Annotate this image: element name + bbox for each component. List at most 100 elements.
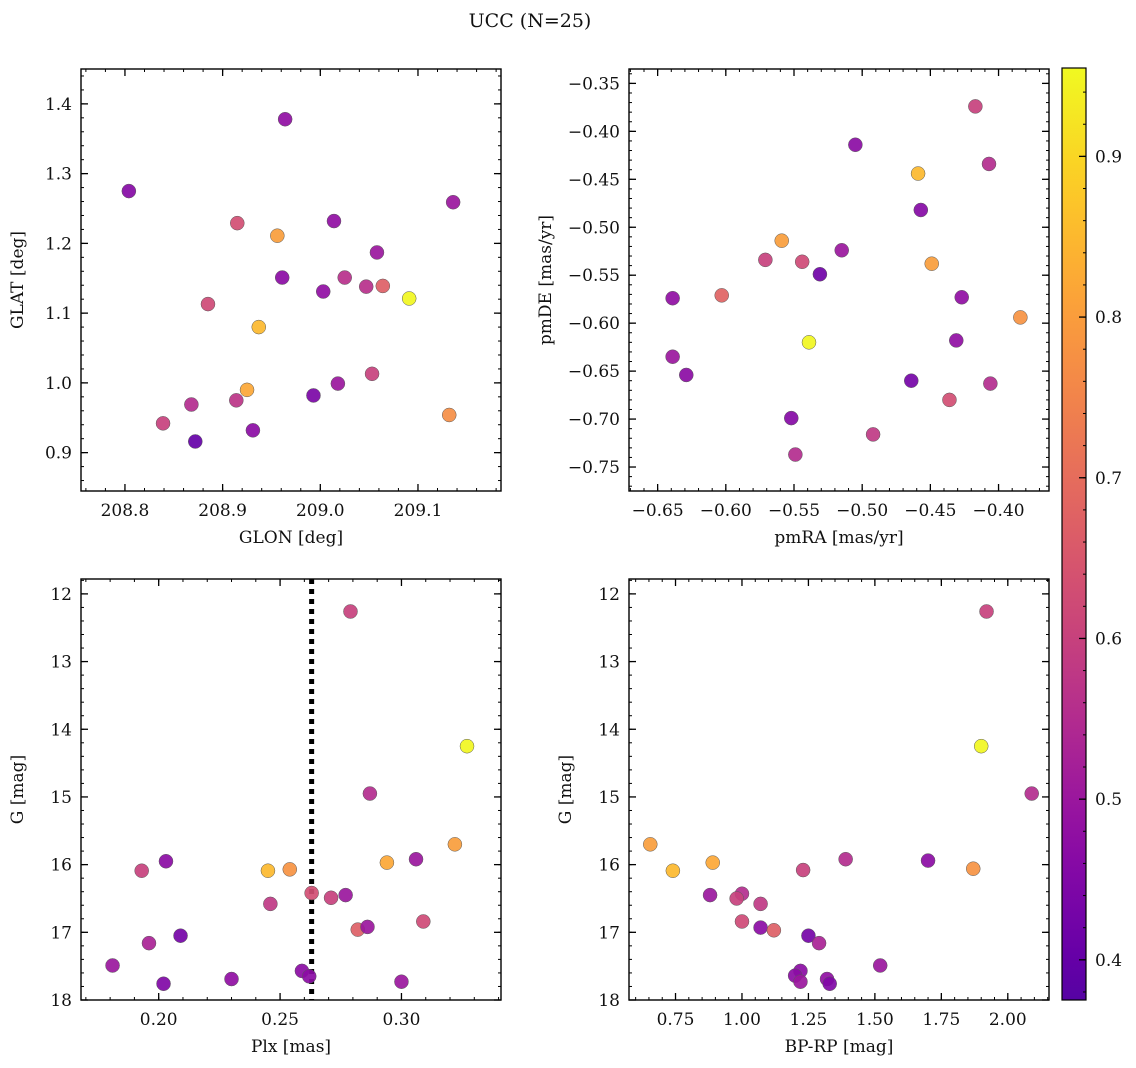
y-axis-label: pmDE [mas/yr] xyxy=(536,215,556,345)
y-tick-label: −0.70 xyxy=(568,410,620,430)
scatter-point xyxy=(337,270,352,285)
scatter-point xyxy=(338,887,353,903)
scatter-point xyxy=(445,194,461,210)
x-axis-label: Plx [mas] xyxy=(251,1037,331,1057)
scatter-point xyxy=(788,447,803,462)
scatter-point xyxy=(274,270,290,285)
scatter-point xyxy=(910,166,926,181)
scatter-point xyxy=(924,256,939,271)
axes-frame xyxy=(628,578,1050,1001)
scatter-point xyxy=(105,958,120,973)
scatter-point xyxy=(665,349,680,364)
scatter-point xyxy=(758,252,773,268)
scatter-point xyxy=(801,928,816,943)
scatter-point xyxy=(834,243,849,258)
scatter-point xyxy=(979,604,994,619)
colorbar-tick-label: 0.6 xyxy=(1095,629,1122,649)
y-tick-label: −0.50 xyxy=(568,218,620,238)
scatter-point xyxy=(158,853,174,869)
scatter-point xyxy=(173,928,188,943)
scatter-point xyxy=(306,388,321,403)
scatter-point xyxy=(848,137,863,153)
scatter-point xyxy=(838,851,853,867)
scatter-point xyxy=(812,266,828,282)
scatter-point xyxy=(702,887,718,903)
x-tick-label: −0.60 xyxy=(700,501,752,521)
scatter-point xyxy=(394,974,409,989)
scatter-point xyxy=(141,935,157,951)
scatter-point xyxy=(753,896,768,912)
scatter-point xyxy=(714,288,729,303)
scatter-point xyxy=(369,245,385,260)
scatter-point xyxy=(134,863,149,878)
x-tick-label: 2.00 xyxy=(989,1010,1027,1030)
ticks xyxy=(81,579,501,1001)
colorbar-tick-label: 0.4 xyxy=(1095,951,1122,971)
scatter-point xyxy=(913,202,929,218)
scatter-point xyxy=(315,284,331,299)
x-tick-label: 0.75 xyxy=(657,1010,695,1030)
scatter-point xyxy=(981,156,997,172)
scatter-point xyxy=(811,935,827,951)
x-tick-label: 209.0 xyxy=(296,501,345,521)
x-tick-label: 208.9 xyxy=(198,501,247,521)
scatter-point xyxy=(973,738,989,754)
x-tick-label: −0.50 xyxy=(836,501,888,521)
scatter-point xyxy=(239,382,255,398)
y-tick-label: −0.55 xyxy=(568,266,620,286)
scatter-point xyxy=(801,335,817,350)
scatter-point xyxy=(188,434,203,449)
scatter-point xyxy=(949,333,964,348)
scatter-point xyxy=(230,215,245,231)
scatter-point xyxy=(904,373,919,388)
panel-glon-glat: 208.8 208.9 209.0 209.1 0.9 1.0 1.1 1.2 1.3 1.4 GL… xyxy=(8,68,502,548)
y-tick-label: 14 xyxy=(50,720,72,740)
y-tick-label: 1.3 xyxy=(45,165,72,185)
scatter-point xyxy=(447,837,463,852)
x-tick-label: 1.00 xyxy=(723,1010,761,1030)
x-tick-label: −0.45 xyxy=(904,501,956,521)
axes-frame xyxy=(80,578,502,1001)
y-axis-label: GLAT [deg] xyxy=(8,231,28,329)
scatter-point xyxy=(665,863,681,878)
y-tick-label: 1.2 xyxy=(45,234,72,254)
scatter-point xyxy=(965,861,981,876)
scatter-point xyxy=(326,213,342,229)
scatter-point xyxy=(865,427,881,442)
x-axis-label: pmRA [mas/yr] xyxy=(774,528,903,548)
x-axis-label: BP-RP [mag] xyxy=(785,1037,894,1057)
x-tick-label: 1.75 xyxy=(922,1010,960,1030)
y-tick-label: −0.60 xyxy=(568,314,620,334)
colorbar-tick-label: 0.9 xyxy=(1095,147,1122,167)
scatter-point xyxy=(263,896,278,912)
panel-plx-g: 0.20 0.25 0.30 12 13 14 15 16 17 18 Plx [mas] G [ma… xyxy=(8,578,502,1057)
scatter-point xyxy=(983,376,998,391)
scatter-point xyxy=(1024,786,1039,801)
colorbar-tick-label: 0.7 xyxy=(1095,469,1122,489)
y-tick-label: 1.4 xyxy=(45,95,72,115)
y-tick-label: −0.75 xyxy=(568,458,620,478)
y-tick-label: 0.9 xyxy=(45,444,72,464)
figure-title: UCC (N=25) xyxy=(469,10,592,32)
scatter-point xyxy=(401,291,417,306)
scatter-point xyxy=(793,974,808,989)
scatter-point xyxy=(245,423,261,438)
scatter-point xyxy=(774,233,789,248)
x-tick-label: 0.30 xyxy=(383,1010,421,1030)
scatter-point xyxy=(872,958,888,973)
x-tick-label: 208.8 xyxy=(101,501,150,521)
scatter-point xyxy=(416,914,431,929)
scatter-point xyxy=(260,863,276,878)
scatter-point xyxy=(665,290,680,306)
x-tick-label: −0.65 xyxy=(632,501,684,521)
scatter-point xyxy=(364,366,380,382)
scatter-points xyxy=(121,111,461,449)
scatter-points xyxy=(665,99,1028,462)
scatter-point xyxy=(323,890,339,906)
y-tick-label: 12 xyxy=(598,585,620,605)
scatter-point xyxy=(304,885,319,901)
scatter-points xyxy=(643,604,1039,992)
scatter-point xyxy=(784,410,799,426)
